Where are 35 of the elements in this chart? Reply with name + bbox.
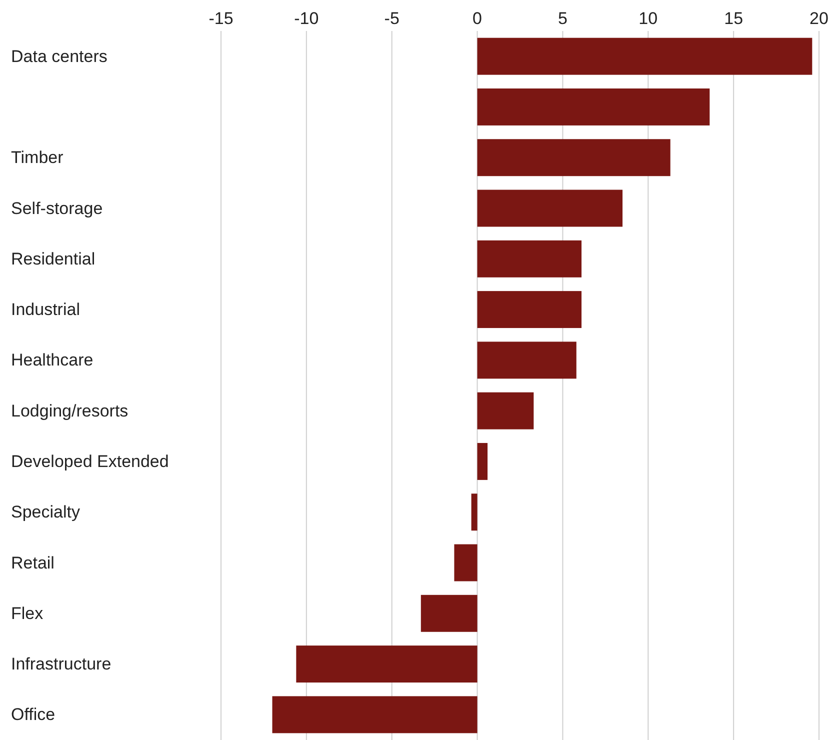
y-tick-label: Flex — [11, 604, 44, 623]
bar — [477, 38, 812, 75]
bar — [296, 646, 478, 683]
y-tick-label: Data centers — [11, 46, 108, 66]
bar — [477, 291, 582, 328]
bar — [420, 594, 478, 632]
x-tick-label: -5 — [384, 9, 400, 28]
x-tick-label: 0 — [472, 9, 482, 28]
x-tick-label: -15 — [208, 9, 234, 28]
x-tick-label: 5 — [558, 9, 568, 28]
bar — [272, 696, 478, 734]
y-tick-label: Lodging/resorts — [11, 401, 128, 420]
bar — [477, 240, 582, 278]
bar — [477, 392, 534, 430]
x-tick-label: 15 — [724, 9, 744, 28]
y-tick-label: Specialty — [11, 502, 80, 522]
bar — [477, 342, 576, 379]
bar — [477, 139, 670, 176]
y-tick-label: Industrial — [11, 300, 80, 320]
bar — [454, 544, 478, 582]
y-tick-label: Healthcare — [11, 350, 94, 370]
y-tick-label: Timber — [11, 148, 64, 168]
y-tick-label: Office — [11, 705, 56, 724]
y-tick-label: Residential — [11, 249, 96, 268]
x-tick-label: -10 — [294, 9, 319, 28]
bar — [477, 442, 488, 480]
y-tick-label: Self-storage — [11, 198, 103, 218]
bar — [477, 190, 623, 227]
y-tick-label: Infrastructure — [11, 654, 112, 674]
x-tick-label: 20 — [810, 9, 828, 28]
y-tick-label: Retail — [11, 553, 54, 572]
bar — [471, 494, 478, 531]
x-tick-label: 10 — [638, 9, 658, 28]
bar — [477, 88, 710, 126]
y-tick-label: Developed Extended — [11, 452, 169, 471]
